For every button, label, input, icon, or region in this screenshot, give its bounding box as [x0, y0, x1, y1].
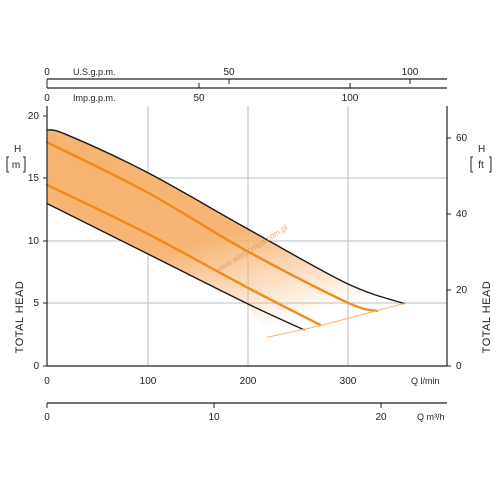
y2-axis-unit: ft [478, 160, 484, 171]
y-tick-label: 20 [28, 111, 40, 122]
impgpm-tick-label: 100 [342, 93, 359, 104]
y-tick-label: 5 [33, 298, 39, 309]
x-tick-label: 0 [44, 376, 50, 387]
y2-axis-unit-bracket [470, 156, 492, 173]
usgpm-tick-label: 100 [402, 67, 419, 78]
x2-tick-label: 20 [375, 412, 387, 423]
series-line-3 [45, 183, 322, 326]
y2-tick-label: 20 [456, 285, 468, 296]
y-axis-unit: m [12, 160, 20, 171]
performance-band-area [47, 129, 404, 338]
x2-axis-label: Q m³/h [417, 412, 445, 422]
series-line-4 [46, 202, 305, 331]
y2-tick-label: 60 [456, 133, 468, 144]
x2-tick-label: 10 [208, 412, 220, 423]
usgpm-axis: 0 50 100 U.S.g.p.m. [44, 67, 447, 84]
impgpm-tick-label: 50 [193, 93, 205, 104]
usgpm-axis-label: U.S.g.p.m. [73, 67, 116, 77]
band-end-edge [266, 303, 405, 338]
y-axis-title: TOTAL HEAD [14, 281, 26, 354]
usgpm-tick-label: 50 [223, 67, 235, 78]
y-tick-label: 15 [28, 173, 40, 184]
x-tick-label: 100 [140, 376, 157, 387]
series-line-1 [46, 129, 405, 305]
q-m3h-axis: 0 10 20 Q m³/h [44, 402, 447, 423]
impgpm-axis-label: Imp.g.p.m. [73, 93, 116, 103]
usgpm-tick-label: 0 [44, 67, 50, 78]
right-axis-ticks [447, 137, 451, 367]
impgpm-axis: 0 50 100 Imp.g.p.m. [44, 83, 447, 104]
y-axis-symbol: H [14, 144, 21, 155]
series-line-2 [45, 141, 379, 313]
plot-axes [46, 106, 448, 367]
x-tick-label: 300 [340, 376, 357, 387]
y2-tick-label: 40 [456, 209, 468, 220]
x2-tick-label: 0 [44, 412, 50, 423]
x-axis-label: Q l/min [411, 376, 440, 386]
y2-axis-symbol: H [478, 144, 485, 155]
y-axis-unit-bracket [6, 156, 26, 173]
y-tick-label: 0 [33, 361, 39, 372]
left-axis-ticks [43, 115, 47, 367]
impgpm-tick-label: 0 [44, 93, 50, 104]
y-tick-label: 10 [28, 236, 40, 247]
series-layer [45, 129, 405, 338]
y2-tick-label: 0 [456, 361, 462, 372]
y2-axis-title: TOTAL HEAD [481, 281, 493, 354]
x-tick-label: 200 [240, 376, 257, 387]
